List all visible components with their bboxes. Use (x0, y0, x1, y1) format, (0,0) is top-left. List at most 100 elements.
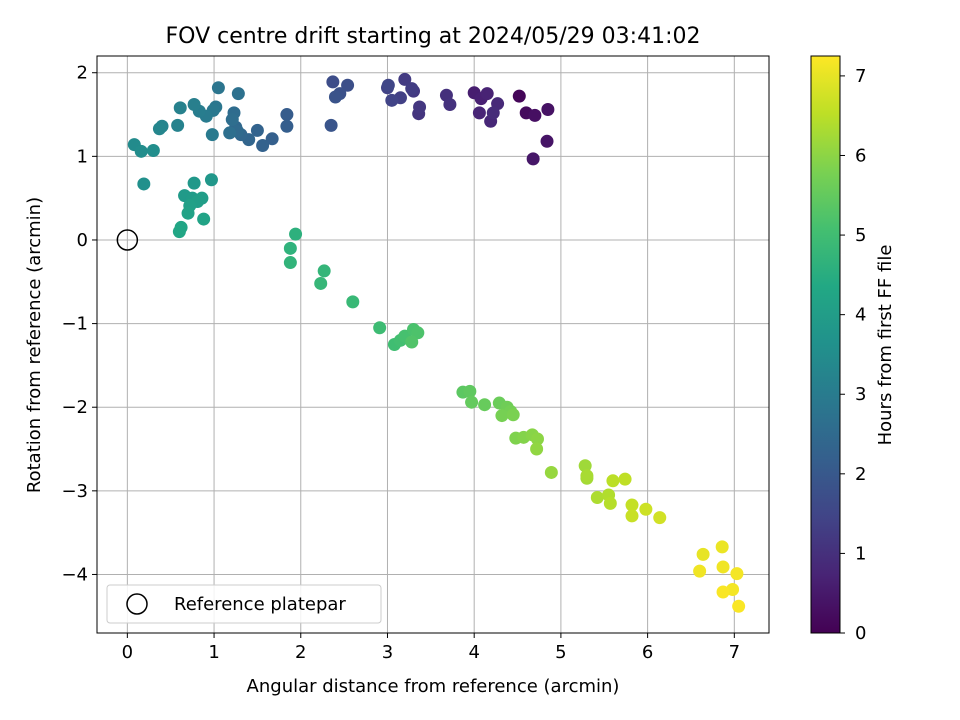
data-point (346, 295, 360, 309)
x-tick-label: 4 (468, 642, 479, 663)
data-point (580, 469, 594, 483)
data-point (639, 502, 653, 516)
data-point (512, 89, 526, 103)
data-point (530, 432, 544, 446)
data-point (486, 106, 500, 120)
data-point (225, 113, 239, 127)
data-point (715, 540, 729, 554)
data-point (495, 409, 509, 423)
data-point (578, 459, 592, 473)
data-point (385, 93, 399, 107)
chart-title: FOV centre drift starting at 2024/05/29 … (166, 24, 701, 49)
colorbar-tick-label: 2 (855, 464, 866, 485)
x-axis-label: Angular distance from reference (arcmin) (247, 676, 620, 697)
data-point (405, 335, 419, 349)
data-point (732, 599, 746, 613)
data-point (317, 264, 331, 278)
data-point (730, 567, 744, 581)
data-point (463, 384, 477, 398)
legend: Reference platepar (106, 584, 382, 624)
y-axis-label: Rotation from reference (arcmin) (24, 197, 45, 493)
colorbar-ticks: 0 1 2 3 4 5 6 7 (840, 66, 866, 644)
data-point (187, 98, 201, 112)
colorbar-tick-label: 1 (855, 543, 866, 564)
x-tick-label: 5 (555, 642, 566, 663)
data-point (326, 75, 340, 89)
data-point (181, 206, 195, 220)
plot-frame (96, 55, 770, 634)
colorbar-tick-label: 0 (855, 623, 866, 644)
data-point (625, 498, 639, 512)
data-point (256, 138, 270, 152)
data-point (137, 177, 151, 191)
reference-point (116, 229, 139, 251)
data-point (283, 256, 297, 270)
y-tick-label: 0 (77, 230, 88, 251)
legend-label: Reference platepar (174, 594, 346, 615)
x-tick-label: 7 (729, 642, 740, 663)
data-point (223, 126, 237, 140)
data-point (716, 585, 730, 599)
colorbar-tick-label: 7 (855, 66, 866, 87)
colorbar-tick-label: 3 (855, 384, 866, 405)
data-point (590, 491, 604, 505)
data-point (283, 241, 297, 255)
data-point (250, 123, 264, 137)
data-point (373, 321, 387, 335)
x-tick-label: 6 (642, 642, 653, 663)
data-point (693, 564, 707, 578)
x-tick-label: 3 (382, 642, 393, 663)
data-point (625, 509, 639, 523)
data-point (314, 276, 328, 290)
data-point (152, 122, 166, 136)
data-point (540, 134, 554, 148)
x-tick-label: 1 (208, 642, 219, 663)
data-point (187, 176, 201, 190)
data-point (211, 81, 225, 95)
data-point (204, 173, 218, 187)
x-tick-label: 2 (295, 642, 306, 663)
data-point (411, 326, 425, 340)
data-point (324, 118, 338, 132)
data-point (506, 408, 520, 422)
data-point (280, 119, 294, 133)
data-point (603, 496, 617, 510)
data-point (544, 465, 558, 479)
colorbar-label: Hours from first FF file (875, 245, 896, 446)
data-point (606, 474, 620, 488)
data-point (231, 87, 245, 101)
data-point (172, 225, 186, 239)
colorbar-tick-label: 6 (855, 145, 866, 166)
y-tick-label: −2 (61, 397, 88, 418)
data-point (205, 128, 219, 142)
y-tick-label: 1 (77, 146, 88, 167)
data-point (289, 227, 303, 241)
data-point (413, 100, 427, 114)
data-point (171, 118, 185, 132)
data-point (618, 472, 632, 486)
colorbar-tick-label: 5 (855, 225, 866, 246)
colorbar-gradient (810, 55, 841, 634)
data-point (541, 103, 555, 117)
data-point (480, 87, 494, 101)
y-tick-label: −1 (61, 314, 88, 335)
data-point (341, 78, 355, 92)
data-point (146, 143, 160, 157)
data-point (478, 398, 492, 412)
grid (97, 56, 769, 633)
data-point (265, 132, 279, 146)
data-point (653, 511, 667, 525)
data-points (116, 72, 746, 613)
data-point (472, 106, 486, 120)
data-point (716, 560, 730, 574)
data-point (280, 108, 294, 122)
colorbar-tick-label: 4 (855, 305, 866, 326)
data-point (405, 82, 419, 96)
y-axis-ticks: −4 −3 −2 −1 0 1 2 (61, 63, 97, 585)
y-tick-label: 2 (77, 63, 88, 84)
data-point (398, 72, 412, 86)
x-axis-ticks: 0 1 2 3 4 5 6 7 (122, 633, 740, 663)
x-tick-label: 0 (122, 642, 133, 663)
data-point (528, 108, 542, 122)
data-point (696, 547, 710, 561)
